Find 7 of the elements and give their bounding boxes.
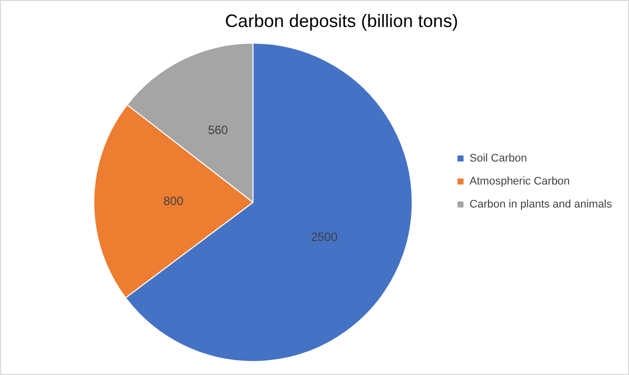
- data-label: 2500: [310, 230, 338, 244]
- data-label: 800: [163, 194, 184, 208]
- data-label: 560: [208, 123, 228, 138]
- legend-label: Carbon in plants and animals: [470, 198, 612, 211]
- chart-title: Carbon deposits (billion tons): [224, 10, 458, 31]
- legend-label: Atmospheric Carbon: [470, 176, 570, 188]
- legend-label: Soil Carbon: [470, 152, 528, 165]
